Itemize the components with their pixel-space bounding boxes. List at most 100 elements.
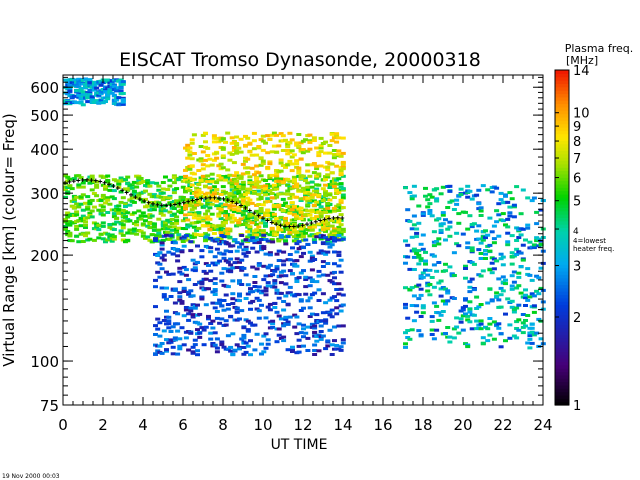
echo-cell [447,225,453,229]
echo-cell [520,243,526,247]
echo-cell [270,325,276,329]
echo-cell [180,219,186,223]
echo-cell [118,229,124,233]
echo-cell [143,197,148,201]
echo-cell [153,239,158,243]
echo-cell [420,247,426,251]
echo-cell [434,197,440,201]
echo-cell [491,237,497,241]
x-tick-label: 18 [413,416,432,434]
echo-cell [309,195,315,199]
echo-cell [296,233,302,237]
echo-cell [281,300,287,303]
echo-cell [83,201,88,205]
echo-cell [425,198,431,202]
trace-marker [195,197,199,202]
echo-cell [296,133,302,136]
colorbar-tick-label: 8 [573,135,581,150]
echo-cell [252,281,258,284]
colorbar-segment [555,307,569,312]
echo-cell [183,213,188,217]
echo-cell [451,336,457,340]
echo-cell [480,184,486,188]
echo-cell [156,233,162,237]
echo-cell [183,174,188,178]
echo-cell [199,297,205,301]
echo-cell [283,242,289,246]
echo-cell [454,231,460,235]
echo-cell [287,131,293,135]
echo-cell [265,342,271,346]
echo-cell [332,276,337,280]
echo-cell [294,182,300,186]
echo-cell [247,219,253,223]
echo-cell [338,345,344,349]
y-tick-label: 300 [30,185,59,203]
echo-cell [447,234,453,238]
echo-cell [529,341,535,345]
echo-cell [192,343,198,347]
echo-cell [67,89,73,93]
echo-cell [131,200,137,204]
echo-cell [285,177,291,181]
echo-cell [496,234,502,238]
echo-cell [278,235,284,239]
colorbar-segment [555,126,569,131]
echo-cell [125,231,131,235]
echo-cell [252,241,258,245]
trace-marker [146,200,151,205]
echo-cell [407,191,413,195]
echo-cell [191,133,197,137]
echo-cell [230,279,236,283]
echo-cell [209,226,215,230]
echo-cell [505,217,511,221]
echo-cell [443,332,448,335]
echo-cell [458,193,464,196]
echo-cell [83,234,88,238]
echo-cell [80,185,86,189]
echo-cell [245,251,251,254]
echo-cell [314,235,320,239]
echo-cell [271,231,277,235]
echo-cell [440,222,446,226]
colorbar-segment [555,264,569,269]
echo-cell [405,208,411,212]
echo-cell [234,135,240,139]
trace-marker [115,186,120,191]
trace-marker [93,178,98,183]
echo-cell [105,232,111,236]
echo-cell [465,318,471,322]
echo-cell [289,186,295,190]
echo-cell [183,146,188,150]
echo-cell [285,149,291,152]
echo-cell [420,212,426,216]
echo-cell [263,332,269,336]
echo-cell [478,214,484,217]
echo-cell [271,212,277,216]
echo-cell [298,149,304,153]
echo-cell [166,272,172,276]
echo-cell [311,193,317,197]
echo-cell [325,262,331,265]
echo-cell [291,179,297,183]
echo-cell [443,287,448,291]
echo-cell [161,293,167,297]
echo-cell [231,204,237,208]
echo-cell [175,352,181,356]
echo-cell [105,211,111,214]
colorbar-segment [555,214,569,218]
echo-cell [237,245,242,249]
echo-cell [407,267,413,271]
echo-cell [334,140,340,144]
echo-cell [340,303,346,307]
echo-cell [116,182,122,186]
colorbar-segment [555,167,569,172]
echo-cell [411,194,417,198]
echo-cell [456,331,462,335]
echo-cell [80,240,86,243]
echo-cell [251,147,257,151]
echo-cell [183,308,189,312]
echo-cell [338,185,344,189]
echo-cell [531,294,537,298]
echo-cell [178,175,184,179]
